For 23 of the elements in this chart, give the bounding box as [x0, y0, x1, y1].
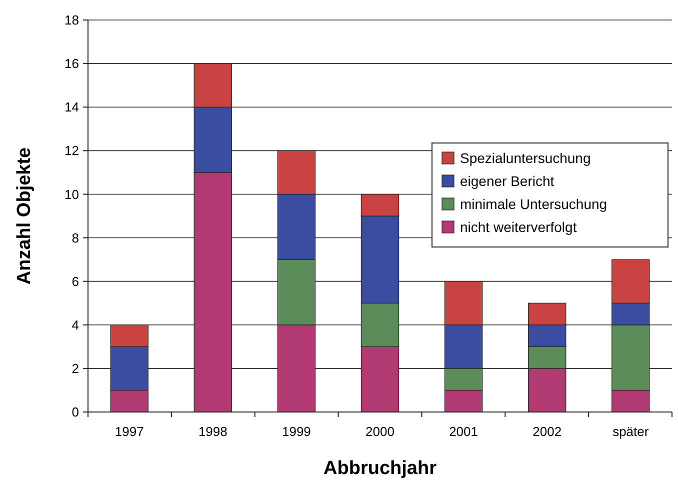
y-tick-label: 10: [64, 186, 79, 202]
x-tick-label: 2002: [532, 424, 562, 439]
y-tick-label: 16: [64, 56, 79, 72]
x-tick-label: später: [612, 424, 650, 439]
x-axis-title: Abbruchjahr: [324, 458, 438, 479]
y-tick-label: 18: [64, 12, 79, 28]
legend-label: eigener Bericht: [460, 172, 554, 189]
y-tick-label: 8: [72, 230, 79, 246]
y-tick-label: 4: [72, 317, 79, 332]
legend-label: nicht weiterverfolgt: [460, 218, 577, 235]
x-tick-label: 1997: [114, 424, 144, 439]
x-tick-label: 2000: [366, 424, 394, 439]
legend-label: minimale Untersuchung: [460, 196, 608, 212]
y-tick-label: 14: [64, 100, 79, 115]
x-tick-label: 1998: [198, 424, 228, 439]
y-tick-label: 6: [72, 274, 79, 289]
y-axis-title: Anzahl Objekte: [14, 147, 35, 285]
legend-label: Spezialuntersuchung: [460, 150, 591, 166]
y-tick-label: 0: [72, 404, 79, 420]
x-tick-label: 2001: [449, 424, 478, 439]
y-tick-label: 2: [72, 360, 79, 376]
x-tick-label: 1999: [282, 424, 311, 439]
y-tick-label: 12: [64, 143, 79, 158]
